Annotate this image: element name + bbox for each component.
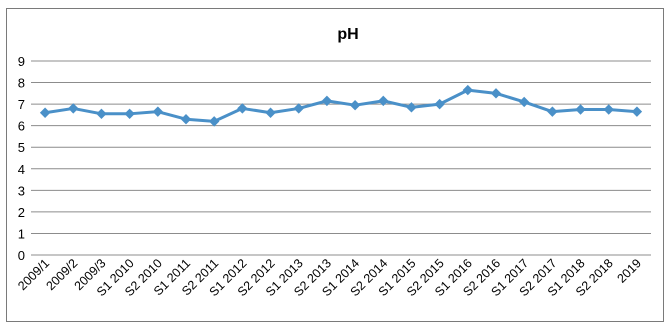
data-point-marker [631,106,643,117]
data-point-marker [434,98,445,110]
data-point-marker [152,106,164,117]
data-point-marker [349,99,361,111]
data-point-marker [208,116,220,127]
data-point-marker [321,95,333,107]
data-point-marker [265,107,276,118]
data-point-marker [603,104,614,115]
y-tick-label: 8 [18,76,25,91]
y-tick-label: 3 [18,183,25,198]
data-point-marker [237,103,248,114]
y-tick-label: 2 [18,205,25,220]
data-point-marker [406,102,417,113]
y-tick-label: 4 [18,162,25,177]
data-point-marker [293,103,304,114]
series-line [44,88,638,123]
data-point-marker [490,88,502,99]
x-tick-label: 2019 [614,256,644,286]
data-point-marker [547,106,558,117]
y-tick-label: 6 [18,119,25,134]
y-tick-label: 1 [18,226,25,241]
data-point-marker [96,108,107,120]
data-point-marker [124,108,135,120]
data-point-marker [378,95,389,107]
y-tick-label: 0 [18,248,25,263]
data-point-marker [180,113,192,125]
data-point-marker [518,96,530,108]
chart-title: pH [337,26,358,43]
data-point-marker [575,104,586,115]
y-tick-label: 5 [18,140,25,155]
y-tick-label: 7 [18,97,25,112]
data-point-marker [39,107,51,118]
data-point-marker [462,84,474,96]
y-tick-label: 9 [18,54,25,69]
data-point-marker [68,103,79,114]
